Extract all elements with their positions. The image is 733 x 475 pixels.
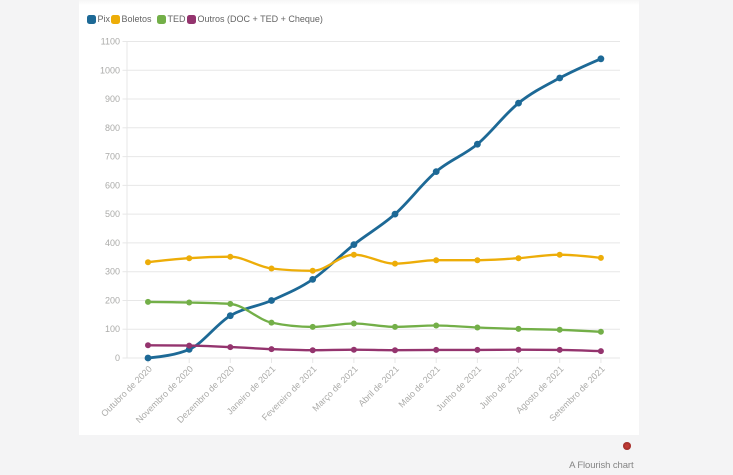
- svg-text:200: 200: [105, 296, 120, 306]
- svg-text:900: 900: [105, 94, 120, 104]
- svg-text:800: 800: [105, 123, 120, 133]
- svg-text:0: 0: [115, 353, 120, 363]
- svg-text:500: 500: [105, 209, 120, 219]
- svg-text:Maio de 2021: Maio de 2021: [396, 364, 442, 410]
- svg-text:400: 400: [105, 238, 120, 248]
- svg-text:Abril de 2021: Abril de 2021: [356, 364, 401, 409]
- svg-text:300: 300: [105, 267, 120, 277]
- svg-text:700: 700: [105, 152, 120, 162]
- svg-text:100: 100: [105, 324, 120, 334]
- svg-text:600: 600: [105, 180, 120, 190]
- svg-text:1000: 1000: [100, 65, 120, 75]
- svg-text:1100: 1100: [101, 37, 120, 47]
